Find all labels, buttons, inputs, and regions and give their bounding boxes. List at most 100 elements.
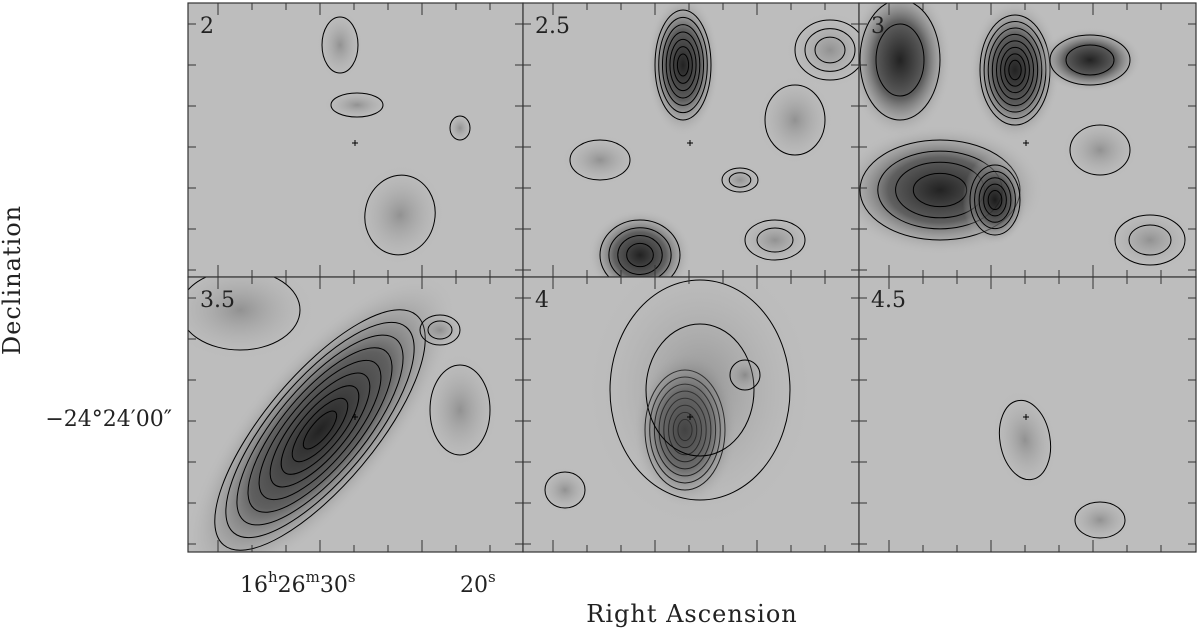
contour [756, 227, 794, 253]
center-marker [687, 414, 693, 420]
contour [302, 410, 338, 450]
emission [962, 154, 1028, 246]
emission [323, 89, 391, 121]
contour [214, 309, 426, 551]
channel-panel: 4 [522, 276, 860, 553]
contour [1004, 53, 1026, 87]
center-marker [352, 140, 358, 146]
emission [583, 277, 817, 533]
emission [188, 277, 457, 552]
emission [316, 8, 364, 82]
contour [247, 347, 393, 513]
contour [995, 40, 1035, 100]
panel-label: 2.5 [535, 14, 570, 39]
channel-panel: 3 [858, 2, 1197, 278]
map [859, 277, 1196, 552]
contour [1065, 44, 1115, 76]
center-marker [1023, 414, 1029, 420]
emission [756, 74, 834, 166]
emission [725, 355, 765, 395]
contour [1000, 46, 1030, 94]
emission [447, 112, 473, 144]
contour [744, 219, 806, 261]
map [523, 3, 859, 277]
contour [991, 33, 1039, 107]
emission [1104, 207, 1196, 273]
contour [225, 321, 415, 539]
panel-label: 3 [871, 14, 885, 39]
channel-panel: 2.5 [522, 2, 860, 278]
center-marker [687, 140, 693, 146]
contour [599, 219, 681, 277]
contour [729, 359, 761, 391]
contour [569, 139, 631, 181]
emission [736, 214, 814, 266]
contour [794, 19, 859, 81]
emission [354, 163, 446, 267]
contour [608, 227, 672, 277]
contour [429, 364, 491, 456]
channel-panel: 4.5 [858, 276, 1197, 553]
contour [291, 397, 349, 463]
contour [983, 183, 1007, 217]
emission [561, 134, 639, 186]
contour [676, 53, 690, 77]
contour [609, 279, 791, 501]
x-tick-label: 16h26m30s [240, 568, 356, 598]
map [859, 3, 1196, 277]
contour [814, 36, 846, 64]
contour [419, 314, 461, 346]
contour [1069, 124, 1131, 176]
emission [859, 3, 952, 138]
emission [1061, 117, 1139, 183]
contour [661, 24, 705, 106]
contour [617, 235, 663, 275]
contour [544, 471, 586, 509]
emission [646, 3, 720, 137]
panel-label: 2 [200, 14, 214, 39]
contour [188, 277, 301, 351]
contour [364, 174, 436, 256]
center-marker [1023, 140, 1029, 146]
contour [673, 46, 693, 84]
contour [669, 38, 697, 92]
contour [974, 170, 1016, 230]
panel-label: 4.5 [871, 288, 906, 313]
map [188, 3, 523, 277]
contour [1074, 501, 1126, 539]
contour [321, 16, 359, 74]
panel-frame [858, 276, 1197, 553]
contour [449, 115, 471, 141]
channel-panel: 3.5 [187, 276, 524, 553]
contour [859, 3, 941, 121]
y-axis-label: Declination [0, 205, 26, 355]
contour [330, 92, 384, 118]
contour [1128, 224, 1172, 256]
contour [764, 84, 826, 156]
map [523, 277, 859, 552]
contour [654, 9, 712, 121]
contour [269, 372, 371, 488]
emission [716, 164, 764, 196]
contour [1049, 34, 1131, 86]
contour [998, 399, 1052, 481]
contour [626, 242, 654, 268]
emission [421, 351, 499, 469]
contour [665, 31, 701, 99]
x-tick-label: 20s [460, 568, 496, 598]
contour [875, 23, 925, 97]
contour [427, 320, 453, 340]
contour [987, 189, 1003, 211]
contour [1114, 214, 1186, 266]
panel-grid: 2 2.5 3 3.5 4 4.5 [187, 2, 1197, 553]
contour [658, 16, 708, 114]
contour [280, 385, 360, 475]
contour [236, 334, 404, 526]
x-axis-label: Right Ascension [586, 600, 798, 628]
emission [188, 277, 318, 362]
contour [978, 177, 1012, 223]
contour [721, 167, 759, 193]
panel-label: 4 [535, 288, 549, 313]
channel-panel: 2 [187, 2, 524, 278]
